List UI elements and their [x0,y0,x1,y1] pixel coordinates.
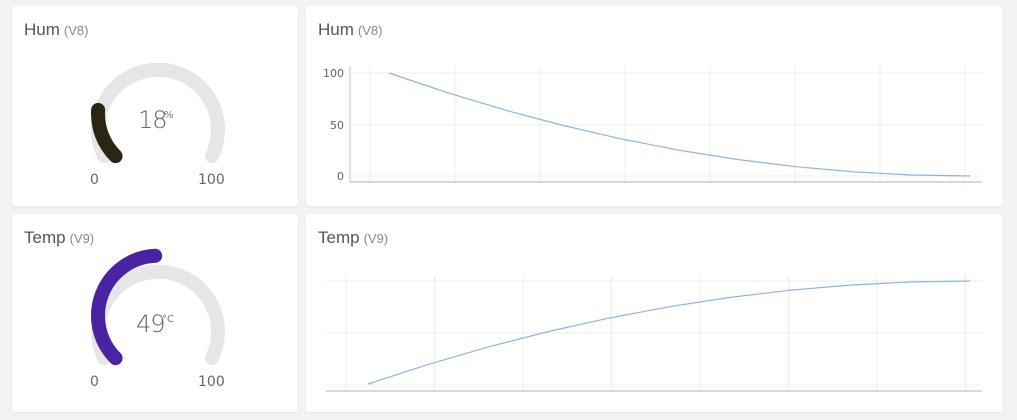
title-text: Hum [24,20,60,39]
gauge-unit: % [164,110,174,121]
y-tick-label: 0 [337,170,344,183]
gauge-value-arc [91,102,123,164]
temp-gauge [91,248,225,366]
gauge-value: 49 [136,310,166,338]
title-text: Hum [318,20,354,39]
gauge-min-label: 0 [90,172,99,188]
pin-label: (V9) [363,231,389,246]
gauge-value: 18 [138,106,168,134]
series-line [388,72,971,177]
title-text: Temp [24,228,66,247]
gauge-min-label: 0 [90,374,99,390]
series-line [367,280,971,385]
y-tick-label: 50 [330,119,344,132]
hum-gauge [91,62,225,164]
hum-gauge-title: Hum (V8) [24,20,88,40]
pin-label: (V8) [357,23,383,38]
title-text: Temp [318,228,360,247]
pin-label: (V8) [63,23,89,38]
pin-label: (V9) [69,231,95,246]
temp-line-chart [326,275,982,392]
temp-gauge-title: Temp (V9) [24,228,94,248]
gauge-unit: °C [162,314,174,325]
temp-gauge-card: Temp (V9) 49 °C 0 100 [12,214,298,412]
gauge-max-label: 100 [198,374,225,390]
hum-gauge-card: Hum (V8) 18 % 0 100 [12,6,298,206]
hum-chart-card: Hum (V8) 100 50 0 [306,6,1003,206]
temp-chart-title: Temp (V9) [318,228,388,248]
hum-chart-title: Hum (V8) [318,20,382,40]
gauge-value-arc [91,248,163,366]
hum-line-chart: 100 50 0 [323,66,982,183]
temp-chart-card: Temp (V9) [306,214,1003,412]
gauge-max-label: 100 [198,172,225,188]
y-tick-label: 100 [323,67,344,80]
